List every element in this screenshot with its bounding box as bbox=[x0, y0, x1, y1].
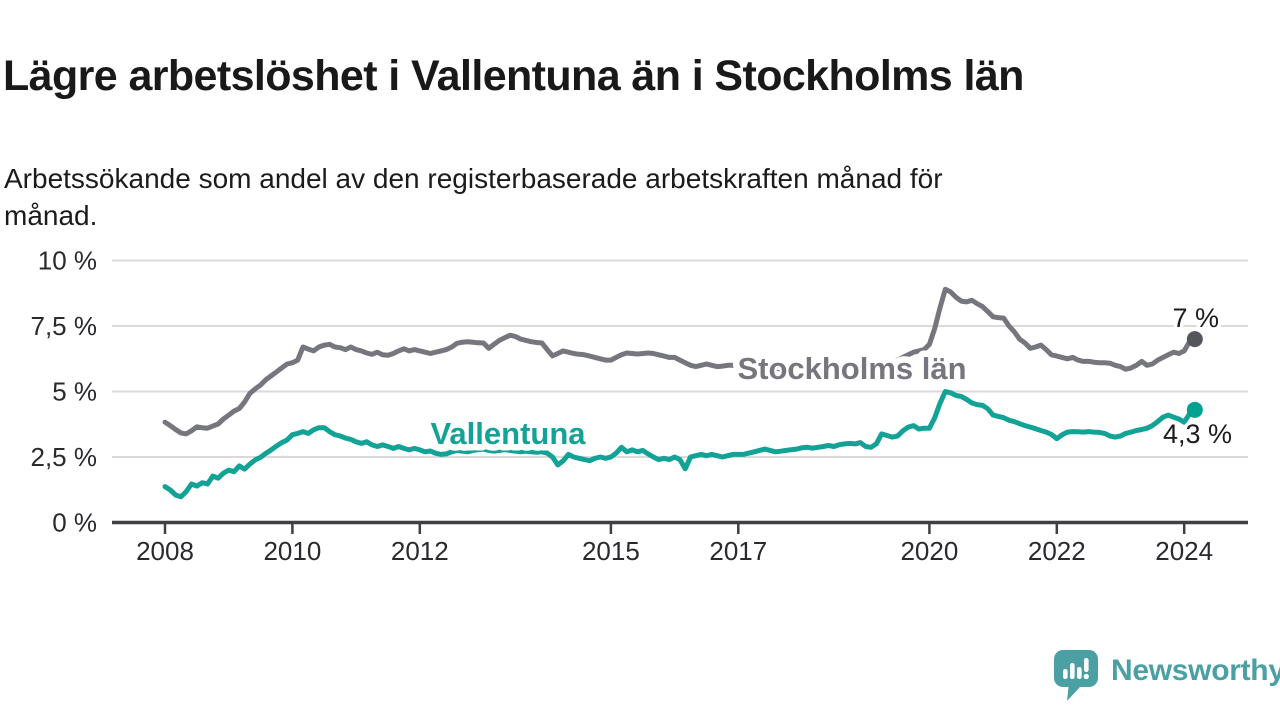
newsworthy-logo: Newsworthy bbox=[1054, 650, 1280, 704]
x-axis-label: 2008 bbox=[136, 536, 194, 566]
y-axis-label: 0 % bbox=[52, 508, 97, 538]
x-axis-label: 2022 bbox=[1028, 536, 1086, 566]
x-axis-label: 2015 bbox=[582, 536, 640, 566]
chart-subtitle: Arbetssökande som andel av den registerb… bbox=[4, 160, 1234, 234]
series-line-stockholms-l-n bbox=[162, 286, 1198, 437]
series-end-dot-stockholms-l-n bbox=[1186, 331, 1203, 348]
y-axis-label: 7,5 % bbox=[31, 311, 98, 341]
x-axis-label: 2017 bbox=[709, 536, 767, 566]
series-end-value-vallentuna: 4,3 % bbox=[1163, 419, 1232, 449]
chart-subtitle-line-2: månad. bbox=[4, 200, 98, 231]
chart-subtitle-line-1: Arbetssökande som andel av den registerb… bbox=[4, 163, 943, 194]
newsworthy-logo-text: Newsworthy bbox=[1111, 654, 1280, 687]
page-title: Lägre arbetslöshet i Vallentuna än i Sto… bbox=[3, 51, 1024, 100]
series-label-stockholms-l-n: Stockholms län bbox=[737, 351, 966, 386]
x-axis-label: 2020 bbox=[900, 536, 958, 566]
newsworthy-logo-icon bbox=[1054, 650, 1098, 701]
x-axis-label: 2012 bbox=[391, 536, 449, 566]
series-end-dot-vallentuna bbox=[1186, 401, 1203, 418]
y-axis-label: 10 % bbox=[38, 246, 97, 276]
speech-bubble-shape bbox=[1054, 650, 1098, 701]
y-axis-label: 5 % bbox=[52, 377, 97, 407]
series-line-vallentuna bbox=[162, 389, 1198, 500]
x-axis-label: 2024 bbox=[1155, 536, 1213, 566]
logo-bar-chart-glyph bbox=[1063, 658, 1089, 680]
y-axis-label: 2,5 % bbox=[31, 442, 98, 472]
series-label-vallentuna: Vallentuna bbox=[430, 416, 586, 451]
series-end-value-stockholms-l-n: 7 % bbox=[1172, 303, 1219, 333]
x-axis-label: 2010 bbox=[263, 536, 321, 566]
